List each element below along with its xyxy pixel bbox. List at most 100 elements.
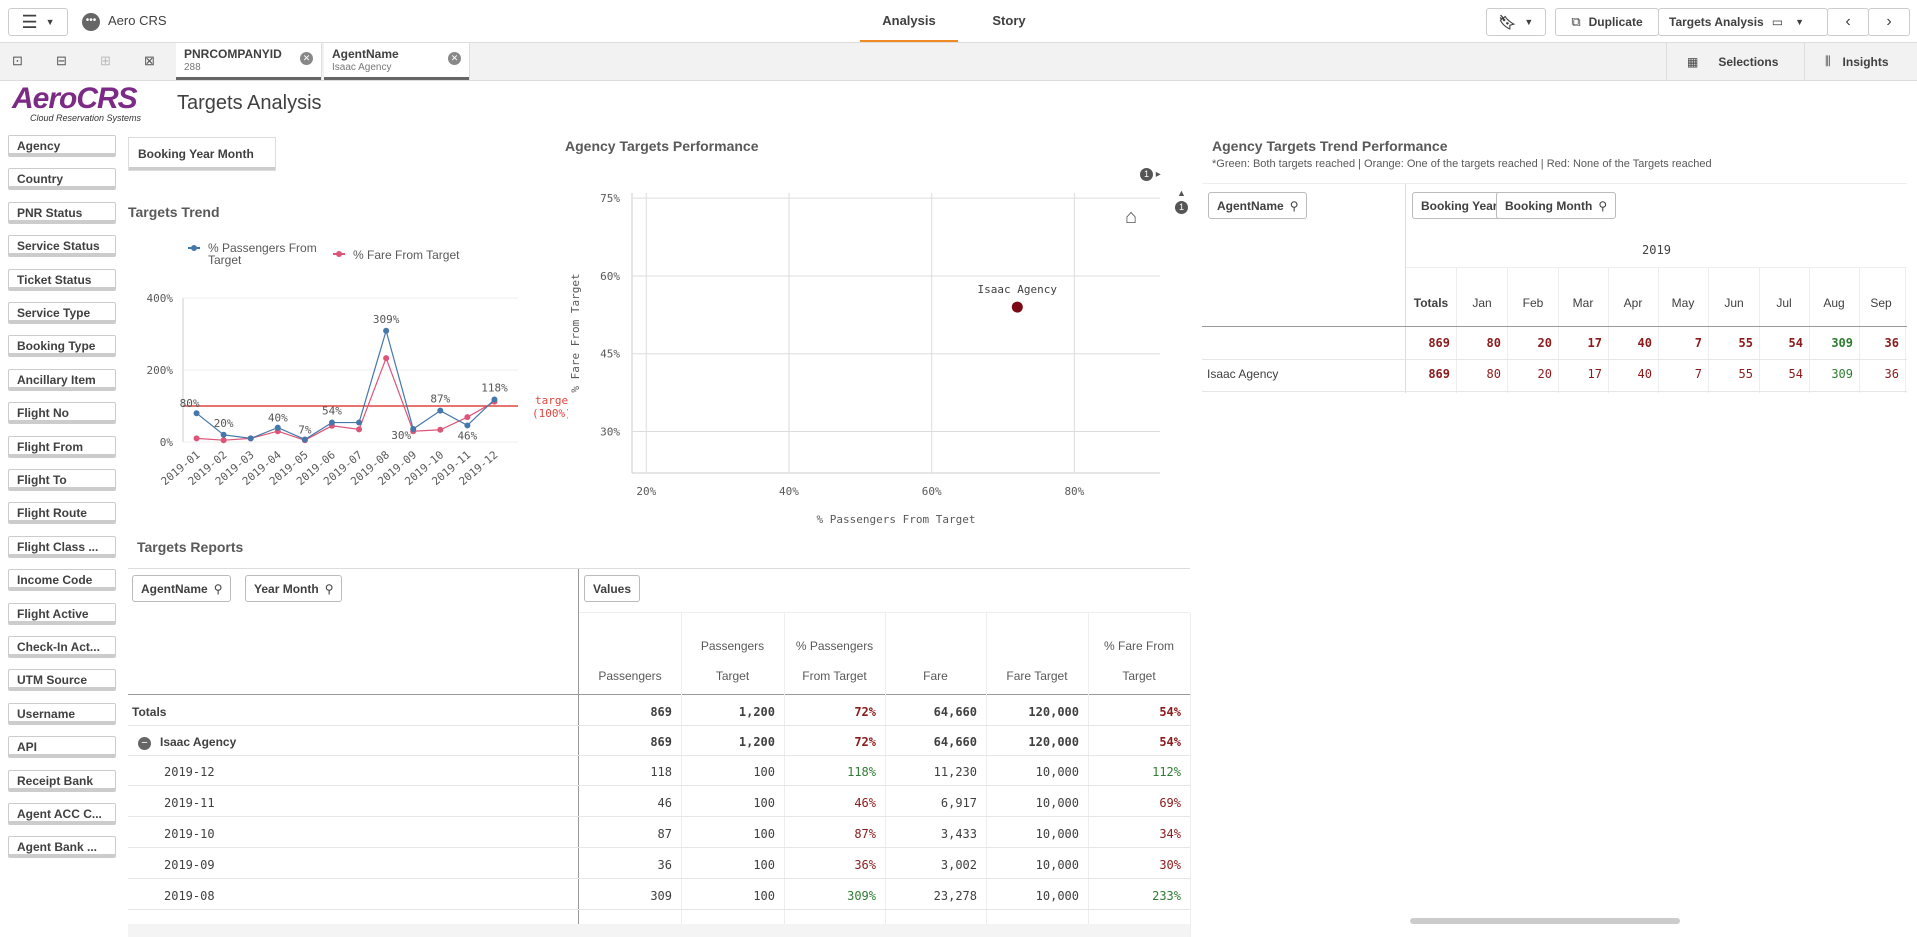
pivot-col-border — [1708, 267, 1709, 393]
step-back-icon[interactable]: ⊟ — [56, 53, 67, 68]
filter-flight-class[interactable]: Flight Class ... — [8, 535, 116, 558]
pivot-total-cell: 17 — [1587, 336, 1602, 350]
collapse-icon[interactable]: − — [138, 737, 151, 750]
values-button[interactable]: Values — [584, 575, 641, 602]
filter-income-code[interactable]: Income Code — [8, 569, 116, 592]
data-point-passengers[interactable] — [328, 419, 335, 426]
reports-row-line — [128, 755, 1190, 756]
month-row-label[interactable]: 2019-09 — [164, 858, 215, 872]
bookmark-button[interactable]: 🔖︎ ▼ — [1486, 8, 1546, 36]
prev-sheet-button[interactable]: ‹ — [1827, 8, 1869, 36]
agency-performance-chart[interactable]: 75% 60% 45% 30% 20% 40% 60% 80% % Passengers Fro… — [565, 180, 1175, 530]
data-point-fare[interactable] — [437, 426, 444, 433]
filter-bar — [9, 720, 115, 724]
filter-flight-no[interactable]: Flight No — [8, 402, 116, 425]
filter-username[interactable]: Username — [8, 702, 116, 725]
data-point-passengers[interactable] — [193, 410, 200, 417]
agency-row-label[interactable]: Isaac Agency — [160, 735, 237, 749]
reports-value-cell: 10,000 — [1035, 858, 1079, 872]
data-point-fare[interactable] — [356, 426, 363, 433]
filter-agency[interactable]: Agency — [8, 135, 116, 157]
menu-button[interactable]: ☰ ▼ — [8, 8, 68, 36]
reports-col-border — [885, 613, 886, 937]
tab-story[interactable]: Story — [992, 13, 1026, 28]
home-icon[interactable]: ⌂ — [1125, 206, 1138, 228]
data-point-fare[interactable] — [383, 355, 390, 362]
reports-col-header[interactable]: Fare Target — [986, 661, 1088, 691]
filter-pnr-status[interactable]: PNR Status — [8, 201, 116, 224]
data-point-passengers[interactable] — [356, 419, 363, 426]
filter-service-status[interactable]: Service Status — [8, 235, 116, 258]
selection-chip-pnrcompanyid[interactable]: PNRCOMPANYID 288 ✕ — [176, 43, 322, 80]
data-point-passengers[interactable] — [491, 396, 498, 403]
data-point-passengers[interactable] — [437, 407, 444, 414]
filter-flight-to[interactable]: Flight To — [8, 469, 116, 491]
dim-agentname-button[interactable]: AgentName ⚲ — [132, 575, 232, 602]
filter-ticket-status[interactable]: Ticket Status — [8, 268, 116, 291]
month-row-label[interactable]: 2019-10 — [164, 827, 215, 841]
reports-col-header[interactable]: Fare — [885, 661, 986, 691]
pivot-scrollbar[interactable] — [1410, 918, 1680, 924]
data-point-fare[interactable] — [220, 437, 227, 444]
pivot-col-header: Totals — [1413, 296, 1449, 310]
filter-receipt-bank[interactable]: Receipt Bank — [8, 769, 116, 792]
clear-all-icon[interactable]: ⊠ — [144, 53, 155, 68]
filter-flight-from[interactable]: Flight From — [8, 435, 116, 458]
month-row-label[interactable]: 2019-11 — [164, 796, 215, 810]
data-point-passengers[interactable] — [220, 431, 227, 438]
filter-utm-source[interactable]: UTM Source — [8, 669, 116, 692]
month-row-label[interactable]: 2019-08 — [164, 889, 215, 903]
clear-selection-icon[interactable]: ✕ — [448, 52, 461, 65]
data-point-passengers[interactable] — [410, 426, 417, 433]
dim-booking-month-button[interactable]: Booking Month ⚲ — [1496, 192, 1617, 219]
data-point-fare[interactable] — [464, 414, 471, 421]
reports-col-header[interactable]: % Passengers From Target — [784, 631, 885, 691]
reports-col-header[interactable]: % Fare From Target — [1088, 631, 1190, 691]
tab-analysis[interactable]: Analysis — [860, 0, 958, 42]
pivot-col-header: Feb — [1522, 296, 1544, 310]
filter-agent-acc-c[interactable]: Agent ACC C... — [8, 803, 116, 825]
clear-selection-icon[interactable]: ✕ — [300, 52, 313, 65]
filter-api[interactable]: API — [8, 736, 116, 759]
totals-label[interactable]: Totals — [132, 705, 167, 719]
smart-search-icon[interactable]: ⊡ — [12, 53, 23, 68]
pivot-row-label[interactable]: Isaac Agency — [1207, 367, 1279, 381]
data-point-passengers[interactable] — [464, 422, 471, 429]
data-point-passengers[interactable] — [383, 327, 390, 334]
data-point-passengers[interactable] — [274, 424, 281, 431]
sheet-selector[interactable]: Targets Analysis ▭ ▼ — [1658, 8, 1828, 36]
filter-agent-bank[interactable]: Agent Bank ... — [8, 836, 116, 859]
targets-trend-chart[interactable]: 400%200%0%2019-012019-022019-032019-0420… — [128, 280, 569, 500]
scatter-nav-badge[interactable]: 1 ▸ — [1140, 168, 1161, 181]
filter-flight-route[interactable]: Flight Route — [8, 502, 116, 525]
filter-service-type[interactable]: Service Type — [8, 302, 116, 324]
insights-button[interactable]: ⫼ Insights — [1804, 43, 1917, 80]
scatter-point[interactable] — [1011, 301, 1023, 313]
filter-bar — [9, 687, 115, 691]
data-point-passengers[interactable] — [247, 435, 254, 442]
dim-agentname-button[interactable]: AgentName ⚲ — [1208, 192, 1308, 219]
reports-col-header[interactable]: Passengers — [579, 661, 681, 691]
next-sheet-button[interactable]: › — [1868, 8, 1910, 36]
chip-field: AgentName — [332, 47, 399, 61]
dim-label: Year Month — [254, 581, 319, 596]
scatter-up-arrow-icon[interactable]: ▲ — [1177, 188, 1186, 198]
filter-booking-type[interactable]: Booking Type — [8, 335, 116, 358]
filter-ancillary-item[interactable]: Ancillary Item — [8, 368, 116, 391]
filter-check-in-act[interactable]: Check-In Act... — [8, 636, 116, 658]
scatter-nav-badge-2[interactable]: 1 — [1175, 201, 1188, 214]
step-forward-icon[interactable]: ⊞ — [100, 53, 111, 68]
data-point-fare[interactable] — [193, 435, 200, 442]
data-point-passengers[interactable] — [301, 436, 308, 443]
dim-year-month-button[interactable]: Year Month ⚲ — [245, 575, 343, 602]
filter-flight-active[interactable]: Flight Active — [8, 602, 116, 625]
selections-button[interactable]: ▦ Selections — [1666, 43, 1804, 80]
filter-label: Username — [17, 706, 76, 721]
filter-country[interactable]: Country — [8, 168, 116, 191]
reports-col-header[interactable]: Passengers Target — [681, 631, 784, 691]
duplicate-button[interactable]: ⧉ Duplicate — [1555, 8, 1659, 36]
month-row-label[interactable]: 2019-12 — [164, 765, 215, 779]
selection-chip-agentname[interactable]: AgentName Isaac Agency ✕ — [324, 43, 470, 80]
filter-label: Agent Bank ... — [17, 840, 98, 855]
booking-year-month-filter[interactable]: Booking Year Month — [128, 137, 276, 171]
